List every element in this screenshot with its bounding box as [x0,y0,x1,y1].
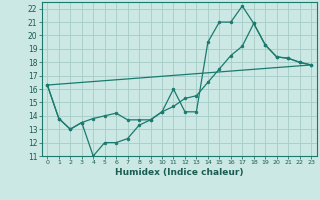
X-axis label: Humidex (Indice chaleur): Humidex (Indice chaleur) [115,168,244,177]
